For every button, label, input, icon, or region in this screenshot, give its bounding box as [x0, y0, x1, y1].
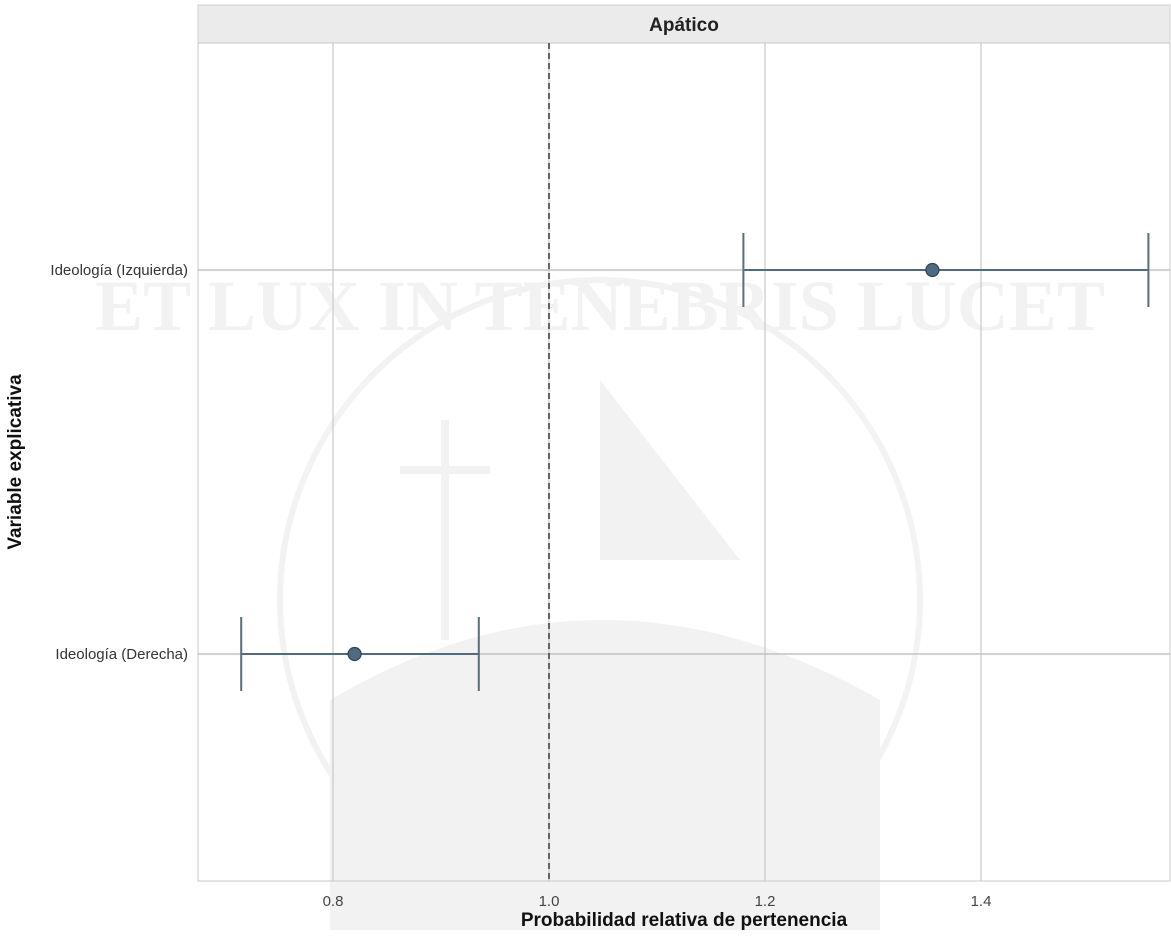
x-tick-label: 0.8 [323, 893, 344, 910]
watermark-seal: ET LUX IN TENEBRIS LUCET [95, 266, 1105, 930]
x-tick-label: 1.4 [971, 893, 992, 910]
y-category-label: Ideología (Derecha) [55, 646, 188, 663]
panel-strip [197, 4, 1171, 44]
watermark-text: ET LUX IN TENEBRIS LUCET [95, 266, 1105, 346]
y-axis-title: Variable explicativa [5, 374, 26, 550]
plot-panel [197, 42, 1171, 882]
y-category-label: Ideología (Izquierda) [50, 262, 188, 279]
x-tick-label: 1.2 [755, 893, 776, 910]
x-axis-title: Probabilidad relativa de pertenencia [521, 910, 848, 931]
point-estimate [925, 262, 940, 278]
point-estimate [347, 646, 362, 662]
panel-title: Apático [649, 15, 719, 36]
x-tick-label: 1.0 [539, 893, 560, 910]
